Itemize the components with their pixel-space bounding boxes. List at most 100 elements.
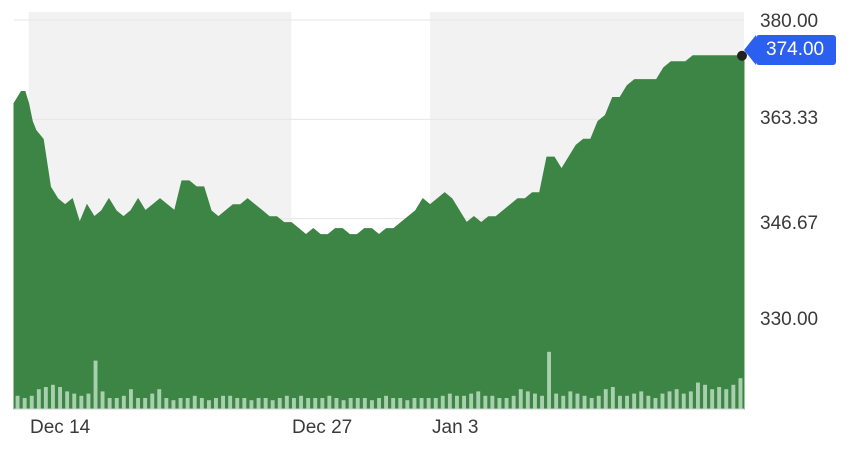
volume-bar xyxy=(249,400,254,409)
volume-bar xyxy=(292,398,296,409)
volume-bar xyxy=(79,395,84,409)
volume-bar xyxy=(469,393,474,409)
volume-bar xyxy=(207,400,211,409)
volume-bar xyxy=(178,398,183,409)
volume-bar xyxy=(313,398,318,409)
volume-bar xyxy=(150,393,155,409)
volume-bar xyxy=(568,391,573,409)
volume-bar xyxy=(270,400,275,409)
volume-bar xyxy=(136,398,140,409)
volume-bar xyxy=(36,389,41,409)
x-tick-label-dec14: Dec 14 xyxy=(30,417,91,438)
volume-bar xyxy=(199,398,204,409)
volume-bar xyxy=(674,389,679,409)
volume-bar xyxy=(93,360,98,409)
volume-bar xyxy=(639,391,644,409)
volume-bar xyxy=(433,398,438,409)
volume-bar xyxy=(540,395,544,409)
volume-bar xyxy=(710,389,715,409)
volume-bar xyxy=(632,393,637,409)
y-tick-label-330: 330.00 xyxy=(760,309,819,330)
volume-bar xyxy=(15,395,20,409)
volume-bar xyxy=(738,378,743,409)
volume-bar xyxy=(525,391,530,409)
volume-bar xyxy=(625,395,629,409)
volume-bar xyxy=(121,395,126,409)
volume-bar xyxy=(370,400,374,409)
volume-bar xyxy=(618,395,622,409)
volume-bar xyxy=(447,393,452,409)
volume-bar xyxy=(306,398,311,409)
volume-bar xyxy=(235,398,240,409)
price-area xyxy=(13,55,745,410)
volume-bar xyxy=(341,400,346,409)
volume-bar xyxy=(100,391,105,409)
volume-bar xyxy=(348,398,353,409)
volume-bar xyxy=(681,393,686,409)
current-price-badge: 374.00 xyxy=(743,35,837,65)
volume-bar xyxy=(377,398,381,409)
volume-bar xyxy=(143,398,148,409)
volume-bar xyxy=(164,398,169,409)
volume-bar xyxy=(518,389,523,409)
volume-bar xyxy=(228,395,233,409)
volume-bar xyxy=(603,389,608,409)
volume-bar xyxy=(72,393,77,409)
volume-bar xyxy=(554,393,559,409)
volume-bar xyxy=(185,398,190,409)
volume-bar xyxy=(596,395,601,409)
volume-bars xyxy=(15,351,743,409)
volume-bar xyxy=(107,398,112,409)
x-tick-label-jan3: Jan 3 xyxy=(432,417,479,438)
volume-bar xyxy=(504,398,509,409)
volume-bar xyxy=(688,391,693,409)
volume-bar xyxy=(646,395,651,409)
volume-bar xyxy=(65,391,70,409)
volume-bar xyxy=(724,389,729,409)
y-tick-label-346: 346.67 xyxy=(760,213,819,234)
volume-bar xyxy=(412,398,417,409)
volume-bar xyxy=(192,395,197,409)
volume-bar xyxy=(717,387,722,409)
volume-bar xyxy=(334,398,339,409)
volume-bar xyxy=(29,395,34,409)
volume-bar xyxy=(731,384,736,409)
volume-bar xyxy=(440,395,445,409)
volume-bar xyxy=(462,395,466,409)
volume-bar xyxy=(653,398,658,409)
volume-bar xyxy=(114,398,119,409)
volume-bar xyxy=(157,389,162,409)
volume-bar xyxy=(214,398,218,409)
volume-bar xyxy=(610,387,615,409)
volume-bar xyxy=(589,398,594,409)
y-tick-label-380: 380.00 xyxy=(760,11,819,32)
volume-bar xyxy=(256,398,261,409)
volume-bar xyxy=(391,398,396,409)
volume-bar xyxy=(490,395,495,409)
volume-bar xyxy=(86,393,91,409)
x-tick-label-dec27: Dec 27 xyxy=(292,417,353,438)
volume-bar xyxy=(299,395,303,409)
volume-bar xyxy=(242,398,247,409)
volume-bar xyxy=(398,398,403,409)
volume-bar xyxy=(660,393,665,409)
volume-bar xyxy=(284,395,289,409)
volume-bar xyxy=(426,398,431,409)
y-tick-label-363: 363.33 xyxy=(760,108,819,129)
volume-bar xyxy=(43,387,48,409)
volume-bar xyxy=(384,395,388,409)
volume-bar xyxy=(221,395,225,409)
volume-bar xyxy=(277,398,282,409)
volume-bar xyxy=(51,384,55,409)
volume-bar xyxy=(561,395,566,409)
volume-bar xyxy=(58,387,62,409)
volume-bar xyxy=(483,395,488,409)
volume-bar xyxy=(327,395,332,409)
volume-bar xyxy=(582,395,587,409)
volume-bar xyxy=(263,398,268,409)
volume-bar xyxy=(320,398,325,409)
volume-bar xyxy=(129,389,133,409)
volume-bar xyxy=(703,384,707,409)
volume-bar xyxy=(547,351,551,409)
